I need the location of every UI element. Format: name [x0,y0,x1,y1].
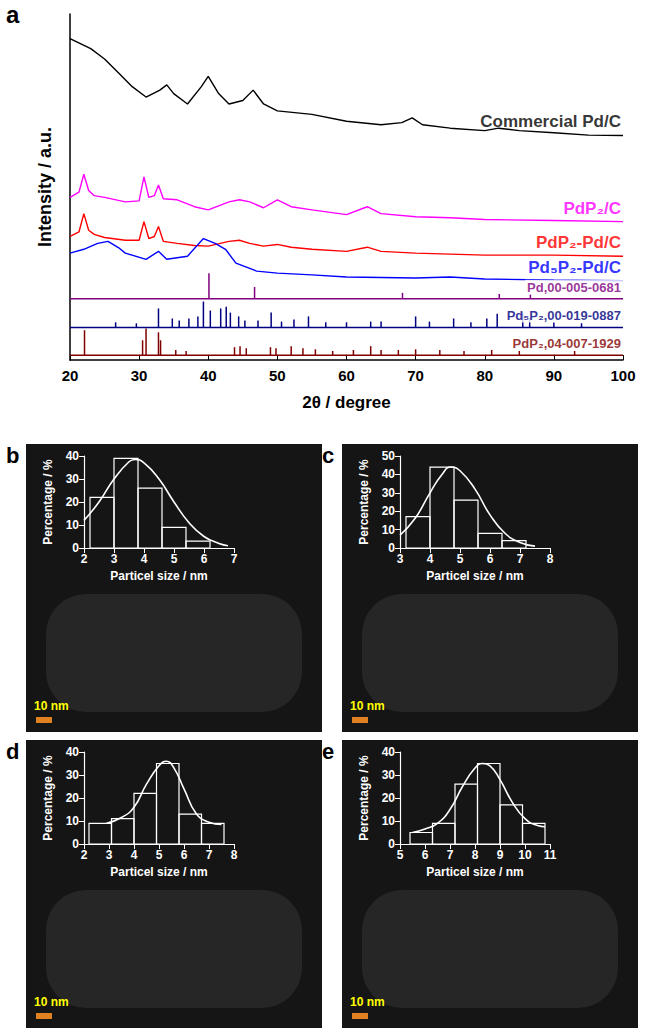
svg-text:10 nm: 10 nm [350,699,385,713]
svg-text:Intensity / a.u.: Intensity / a.u. [35,127,55,247]
svg-text:9: 9 [497,848,504,862]
svg-text:40: 40 [382,467,396,481]
svg-text:3: 3 [397,552,404,566]
svg-text:3: 3 [111,552,118,566]
svg-text:3: 3 [106,848,113,862]
svg-text:d: d [6,739,19,764]
svg-text:20: 20 [382,791,396,805]
svg-text:10 nm: 10 nm [34,995,69,1009]
svg-text:8: 8 [547,552,554,566]
svg-text:7: 7 [206,848,213,862]
svg-text:2θ / degree: 2θ / degree [302,393,391,412]
svg-text:0: 0 [72,541,79,555]
svg-text:0: 0 [72,837,79,851]
svg-text:50: 50 [269,367,286,384]
svg-text:11: 11 [544,848,557,862]
svg-text:Percentage / %: Percentage / % [357,755,371,841]
svg-text:20: 20 [66,791,80,805]
svg-text:30: 30 [382,486,396,500]
svg-text:0: 0 [388,837,395,851]
svg-text:10: 10 [382,523,396,537]
svg-text:b: b [6,443,19,468]
svg-text:20: 20 [382,504,396,518]
svg-text:10: 10 [66,814,80,828]
svg-text:40: 40 [200,367,217,384]
svg-text:Percentage / %: Percentage / % [41,755,55,841]
svg-text:40: 40 [66,745,80,759]
svg-text:30: 30 [131,367,148,384]
svg-text:7: 7 [231,552,238,566]
svg-text:5: 5 [457,552,464,566]
svg-text:7: 7 [517,552,524,566]
svg-text:7: 7 [447,848,454,862]
svg-text:Pd,00-005-0681: Pd,00-005-0681 [527,280,621,295]
svg-text:20: 20 [66,495,80,509]
svg-text:Percentage / %: Percentage / % [41,459,55,545]
svg-text:10 nm: 10 nm [350,995,385,1009]
svg-text:5: 5 [156,848,163,862]
svg-text:6: 6 [181,848,188,862]
svg-text:4: 4 [141,552,148,566]
svg-text:10: 10 [382,814,396,828]
svg-text:5: 5 [171,552,178,566]
svg-text:Particel size / nm: Particel size / nm [426,865,523,879]
svg-text:10 nm: 10 nm [34,699,69,713]
svg-text:40: 40 [66,449,80,463]
svg-text:30: 30 [66,768,80,782]
svg-text:30: 30 [66,472,80,486]
svg-text:Pd₅P₂-Pd/C: Pd₅P₂-Pd/C [528,258,621,277]
svg-text:6: 6 [201,552,208,566]
svg-text:100: 100 [610,367,635,384]
svg-text:40: 40 [382,745,396,759]
svg-text:6: 6 [487,552,494,566]
svg-text:4: 4 [427,552,434,566]
svg-text:30: 30 [382,768,396,782]
svg-text:50: 50 [382,449,396,463]
svg-text:Particel size / nm: Particel size / nm [110,865,207,879]
svg-text:a: a [6,1,20,28]
svg-text:8: 8 [231,848,238,862]
svg-text:10: 10 [66,518,80,532]
svg-text:0: 0 [388,541,395,555]
svg-text:90: 90 [546,367,563,384]
svg-text:PdP₂-Pd/C: PdP₂-Pd/C [536,233,621,252]
svg-text:PdP₂,04-007-1929: PdP₂,04-007-1929 [513,336,621,351]
svg-text:Particel size / nm: Particel size / nm [426,569,523,583]
svg-text:Particel size / nm: Particel size / nm [110,569,207,583]
svg-text:Pd₅P₂,00-019-0887: Pd₅P₂,00-019-0887 [507,308,621,323]
svg-text:8: 8 [472,848,479,862]
svg-text:20: 20 [62,367,79,384]
svg-text:10: 10 [518,848,532,862]
svg-text:70: 70 [407,367,424,384]
svg-text:60: 60 [338,367,355,384]
svg-text:Percentage / %: Percentage / % [357,459,371,545]
svg-text:2: 2 [81,848,88,862]
svg-text:6: 6 [422,848,429,862]
svg-text:2: 2 [81,552,88,566]
svg-text:80: 80 [476,367,493,384]
svg-text:5: 5 [397,848,404,862]
svg-text:c: c [322,443,334,468]
svg-text:e: e [322,739,334,764]
svg-text:PdP₂/C: PdP₂/C [563,199,621,218]
svg-text:Commercial Pd/C: Commercial Pd/C [480,112,621,131]
svg-text:4: 4 [131,848,138,862]
